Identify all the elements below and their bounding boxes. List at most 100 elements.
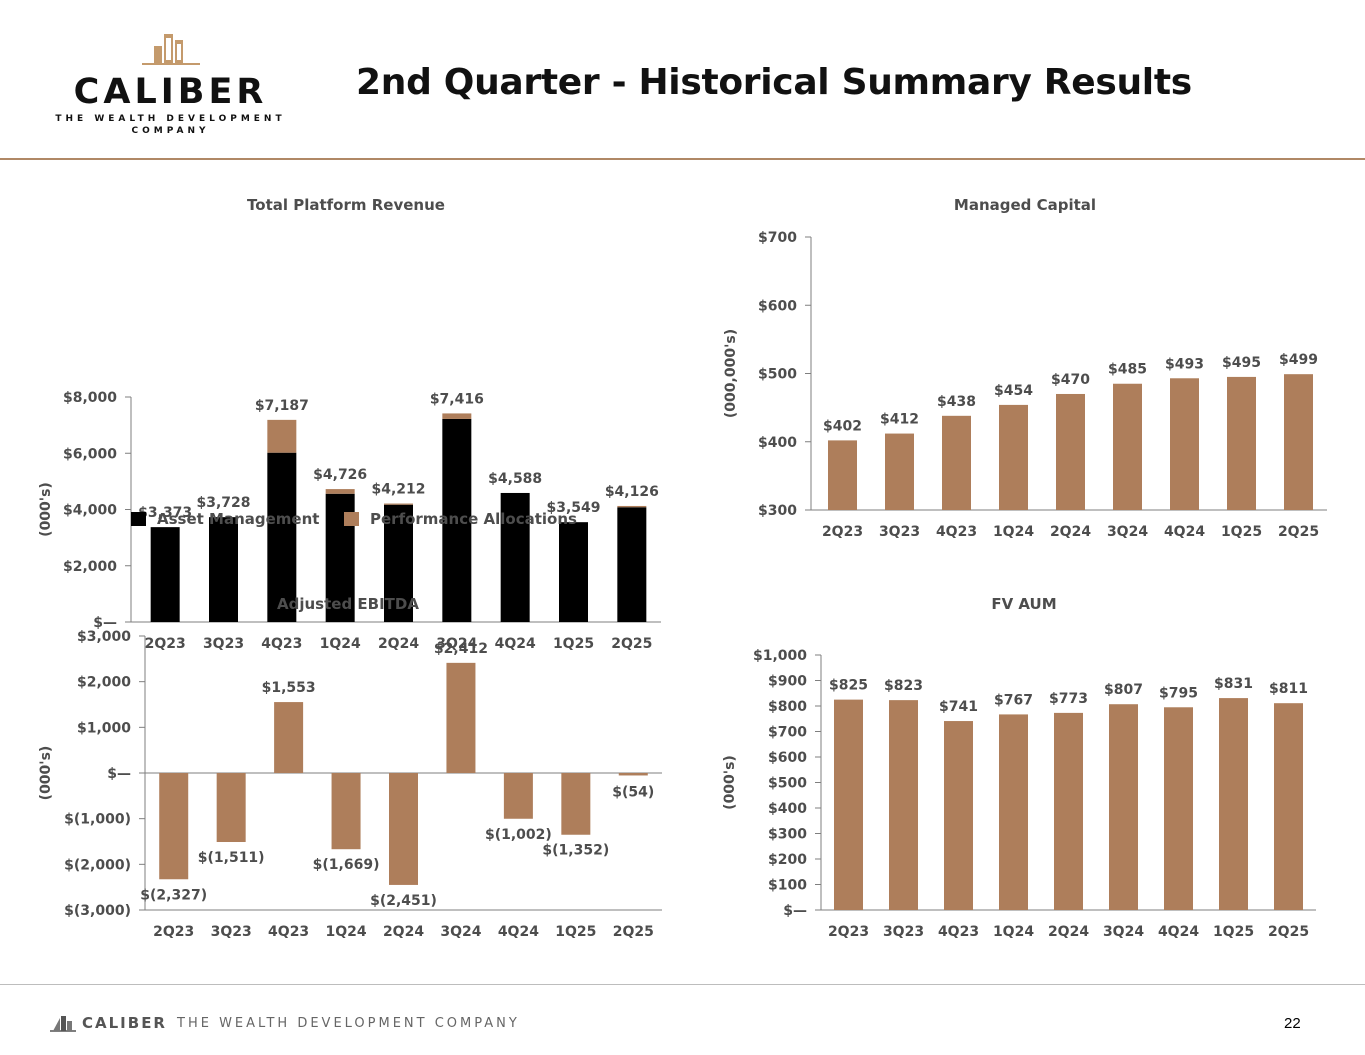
y-axis-label: (000's)	[722, 755, 738, 810]
x-tick-label: 3Q24	[1107, 524, 1148, 540]
x-tick-label: 2Q24	[1050, 524, 1091, 540]
bar	[331, 773, 361, 850]
bar-performance-allocations	[617, 505, 647, 508]
x-tick-label: 2Q24	[383, 924, 424, 940]
legend-label-performance-allocations: Performance Allocations	[370, 510, 577, 528]
data-label: $807	[1104, 682, 1143, 698]
logo-wordmark: CALIBER	[73, 72, 268, 112]
x-tick-label: 1Q25	[553, 636, 594, 652]
y-axis-label: (000's)	[38, 482, 54, 537]
building-logo-icon	[142, 34, 200, 65]
x-tick-label: 4Q23	[938, 924, 979, 940]
y-tick-label: $800	[768, 699, 807, 715]
y-tick-label: $(1,000)	[64, 812, 131, 828]
data-label: $7,187	[255, 398, 309, 414]
page-title: 2nd Quarter - Historical Summary Results	[356, 62, 1192, 103]
x-tick-label: 2Q25	[613, 924, 654, 940]
x-tick-label: 1Q24	[993, 524, 1034, 540]
y-tick-label: $600	[758, 298, 797, 314]
bar	[1227, 376, 1256, 510]
chart-title: Managed Capital	[954, 196, 1096, 214]
bar-asset-management	[267, 452, 297, 622]
x-tick-label: 4Q24	[495, 636, 536, 652]
data-label: $402	[823, 418, 862, 434]
building-footer-icon	[50, 1016, 76, 1032]
chart-title: Total Platform Revenue	[247, 196, 445, 214]
x-tick-label: 3Q24	[440, 924, 481, 940]
footer-divider	[0, 984, 1365, 985]
bar	[1219, 698, 1248, 910]
y-tick-label: $8,000	[63, 390, 117, 406]
y-tick-label: $6,000	[63, 446, 117, 462]
bar	[159, 773, 189, 880]
bar	[1054, 712, 1083, 910]
data-label: $493	[1165, 356, 1204, 372]
y-tick-label: $—	[783, 903, 807, 919]
data-label: $470	[1051, 372, 1090, 388]
bar-asset-management	[500, 492, 530, 622]
y-tick-label: $300	[768, 827, 807, 843]
footer-logo: CALIBER THE WEALTH DEVELOPMENT COMPANY	[50, 1012, 520, 1034]
data-label: $454	[994, 383, 1033, 399]
x-tick-label: 4Q23	[936, 524, 977, 540]
caliber-logo: CALIBER THE WEALTH DEVELOPMENT COMPANY	[48, 28, 293, 138]
data-label: $741	[939, 699, 978, 715]
chart-title: Adjusted EBITDA	[277, 595, 419, 613]
fv-aum-chart: FV AUM (000's) $— $100 $200 $300 $400 $500 $600 $…	[722, 595, 1316, 940]
x-tick-label: 3Q24	[436, 636, 477, 652]
bar	[1284, 374, 1313, 510]
data-label: $831	[1214, 676, 1253, 692]
data-label: $(1,669)	[313, 857, 380, 873]
legend-swatch-performance-allocations	[344, 512, 359, 526]
y-tick-label: $900	[768, 674, 807, 690]
data-label: $767	[994, 692, 1033, 708]
data-label: $4,588	[488, 471, 542, 487]
data-label: $(1,352)	[542, 843, 609, 859]
header-divider	[0, 158, 1365, 160]
bar-asset-management	[617, 507, 647, 622]
x-tick-label: 4Q24	[1158, 924, 1199, 940]
bar	[1056, 393, 1085, 510]
data-label: $412	[880, 412, 919, 428]
bar	[561, 773, 591, 835]
y-tick-label: $—	[93, 615, 117, 631]
bar	[889, 700, 918, 910]
data-label: $7,416	[430, 391, 484, 407]
x-tick-label: 3Q23	[879, 524, 920, 540]
logo-tagline-1: THE WEALTH DEVELOPMENT	[55, 114, 286, 124]
footer-tagline: THE WEALTH DEVELOPMENT COMPANY	[177, 1015, 520, 1031]
data-label: $438	[937, 394, 976, 410]
x-tick-label: 3Q23	[203, 636, 244, 652]
bar	[274, 702, 304, 773]
data-label: $(1,002)	[485, 827, 552, 843]
data-label: $(2,327)	[140, 887, 207, 903]
x-tick-label: 1Q24	[320, 636, 361, 652]
x-tick-label: 1Q25	[555, 924, 596, 940]
y-tick-label: $2,000	[77, 675, 131, 691]
x-tick-label: 4Q24	[498, 924, 539, 940]
x-tick-label: 4Q23	[268, 924, 309, 940]
x-tick-label: 2Q25	[1278, 524, 1319, 540]
y-tick-label: $500	[768, 776, 807, 792]
bar	[1109, 704, 1138, 910]
data-label: $3,728	[196, 495, 250, 511]
y-tick-label: $1,000	[753, 648, 807, 664]
x-tick-label: 1Q24	[993, 924, 1034, 940]
data-label: $(54)	[612, 784, 654, 800]
legend-swatch-asset-management	[131, 512, 146, 526]
x-tick-label: 2Q24	[378, 636, 419, 652]
bar-performance-allocations	[384, 503, 413, 505]
bar	[828, 440, 857, 510]
data-label: $823	[884, 678, 923, 694]
bar	[216, 773, 246, 843]
bar	[1164, 707, 1193, 910]
bar	[446, 662, 476, 773]
x-tick-label: 2Q25	[1268, 924, 1309, 940]
bar	[618, 773, 648, 776]
data-label: $773	[1049, 691, 1088, 707]
bar-performance-allocations	[325, 489, 355, 494]
y-tick-label: $(3,000)	[64, 903, 131, 919]
logo-tagline-2: COMPANY	[131, 126, 210, 136]
y-axis-label: (000,000's)	[723, 329, 739, 418]
data-label: $3,549	[546, 500, 600, 516]
